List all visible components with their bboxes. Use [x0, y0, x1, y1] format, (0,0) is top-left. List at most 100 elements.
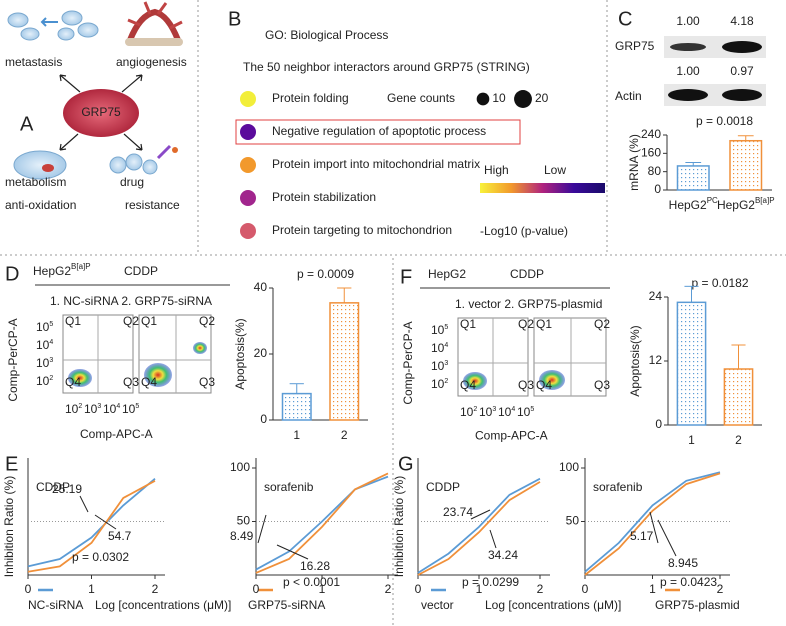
- bar: [723, 368, 754, 426]
- flow-y-tick: 103: [431, 359, 448, 373]
- tick-base: 10: [431, 359, 445, 373]
- bar: [329, 302, 360, 421]
- flow-x-tick: 102: [460, 405, 477, 419]
- panel-label: D: [5, 263, 19, 285]
- legend-label: GRP75-plasmid: [655, 598, 740, 612]
- flow-x-tick: 105: [517, 405, 534, 419]
- cell-label: HepG2B[a]P: [33, 262, 91, 278]
- tick-base: 10: [122, 402, 136, 416]
- quadrant-label: Q2: [123, 314, 139, 328]
- panel-label: F: [400, 266, 412, 288]
- tick-base: 10: [84, 402, 98, 416]
- axis-title: Comp-PerCP-A: [6, 318, 20, 401]
- y-tick-label: 0: [655, 417, 662, 431]
- drug-label: CDDP: [124, 264, 158, 278]
- quadrant-label: Q4: [141, 375, 157, 389]
- tick-base: 10: [65, 402, 79, 416]
- annotation: 16.28: [300, 559, 330, 573]
- quadrant-label: Q2: [518, 317, 534, 331]
- x-tick-label: 0: [25, 582, 32, 596]
- size-legend-dot: [514, 90, 532, 108]
- category-superscript: B[a]P: [755, 196, 775, 205]
- quadrant-label: Q3: [199, 375, 215, 389]
- drug-icon: [109, 144, 178, 175]
- p-value: p = 0.0009: [297, 267, 354, 281]
- quadrant-label: Q2: [594, 317, 610, 331]
- protein-label: GRP75: [615, 39, 655, 53]
- annotation: p < 0.0001: [283, 575, 340, 589]
- category: 2: [341, 428, 348, 442]
- size-legend-label: 10: [492, 91, 506, 105]
- y-tick-label: 160: [641, 146, 661, 160]
- bar: [676, 301, 707, 426]
- panel-label: E: [5, 453, 18, 475]
- outcome-label: anti-oxidation: [5, 198, 76, 212]
- flow-x-tick: 104: [498, 405, 515, 419]
- protein-label: Actin: [615, 89, 642, 103]
- quadrant-label: Q1: [460, 317, 476, 331]
- flow-y-tick: 102: [36, 374, 53, 388]
- series-line: [255, 472, 389, 574]
- annotation: p = 0.0302: [72, 550, 129, 564]
- annotation-arrow: [94, 514, 117, 530]
- category: HepG2: [669, 198, 707, 212]
- axis-title: mRNA (%): [627, 134, 641, 191]
- series-line: [417, 477, 541, 574]
- tick-exp: 5: [530, 406, 534, 413]
- annotation-arrow: [489, 529, 497, 549]
- ratio-label: 1.00: [676, 64, 700, 78]
- tick-exp: 3: [49, 357, 53, 364]
- category-superscript: PC: [707, 196, 718, 205]
- panel-label: B: [228, 8, 241, 30]
- panel-label: C: [618, 8, 632, 30]
- flow-y-tick: 103: [36, 356, 53, 370]
- tick-base: 10: [36, 338, 50, 352]
- legend-label: NC-siRNA: [28, 598, 83, 612]
- ratio-label: 1.00: [676, 14, 700, 28]
- chart-title: CDDP: [36, 480, 70, 494]
- annotation-arrow: [470, 509, 491, 520]
- tick-base: 10: [479, 405, 493, 419]
- legend-title: Gene counts: [387, 91, 455, 105]
- annotation-arrow: [257, 514, 267, 544]
- x-tick-label: 0: [415, 582, 422, 596]
- annotation-arrow: [276, 544, 309, 560]
- outcome-label: angiogenesis: [116, 55, 187, 69]
- grp75-node: [63, 89, 139, 137]
- title: GO: Biological Process: [265, 28, 388, 42]
- quadrant-label: Q2: [199, 314, 215, 328]
- x-tick-label: 1: [293, 428, 300, 442]
- category: HepG2: [717, 198, 755, 212]
- subtitle: The 50 neighbor interactors around GRP75…: [243, 60, 530, 74]
- colorbar: [480, 183, 605, 193]
- x-tick-label: 2: [735, 433, 742, 447]
- flow-y-tick: 104: [431, 341, 448, 355]
- x-tick-label: 1: [476, 582, 483, 596]
- term-label: Protein stabilization: [272, 190, 376, 204]
- cell-label: HepG2: [428, 267, 466, 281]
- y-tick-label: 12: [649, 353, 663, 367]
- tick-exp: 2: [444, 378, 448, 385]
- quadrant-label: Q4: [536, 378, 552, 392]
- x-tick-label: 2: [717, 582, 724, 596]
- y-tick-label: 100: [559, 460, 579, 474]
- category: 1: [293, 428, 300, 442]
- highlight-box: [235, 119, 521, 145]
- flow-x-tick: 102: [65, 402, 82, 416]
- annotation-arrow: [657, 519, 677, 557]
- cell-name: HepG2: [33, 264, 71, 278]
- category: 1: [688, 433, 695, 447]
- metabolism-icon: [13, 150, 67, 180]
- chart-title: CDDP: [426, 480, 460, 494]
- group-label: 1. NC-siRNA 2. GRP75-siRNA: [50, 294, 212, 308]
- y-tick-label: 50: [566, 514, 580, 528]
- x-tick-label: HepG2PC: [669, 196, 718, 212]
- outcome-label: resistance: [125, 198, 180, 212]
- annotation: p = 0.0423: [660, 575, 717, 589]
- quadrant-label: Q3: [123, 375, 139, 389]
- ratio-label: 0.97: [730, 64, 754, 78]
- y-tick-label: 20: [254, 346, 268, 360]
- y-tick-label: 0: [260, 412, 267, 426]
